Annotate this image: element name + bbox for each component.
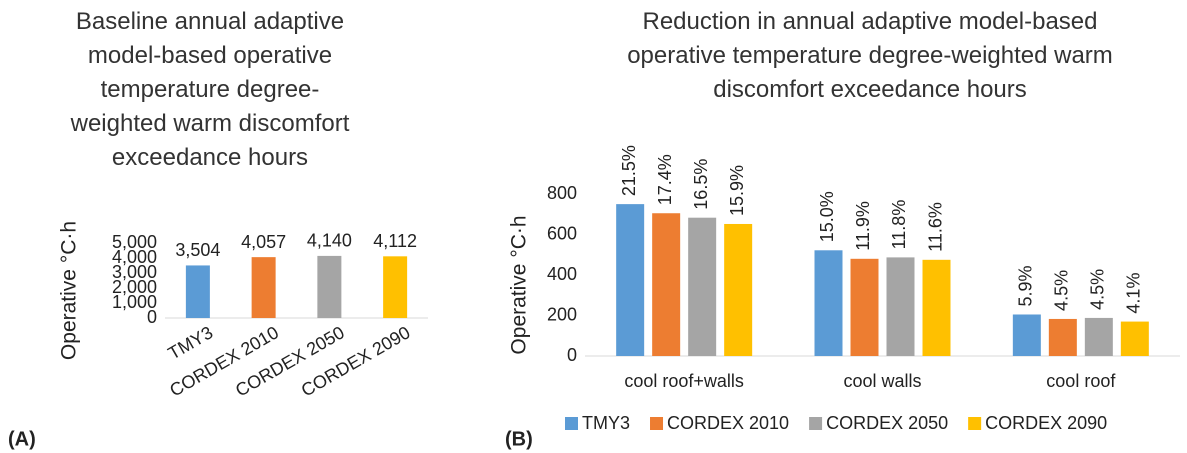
bar <box>850 258 879 356</box>
x-tick-label: CORDEX 2090 <box>298 322 414 400</box>
bar <box>1048 318 1077 356</box>
bar <box>922 259 951 356</box>
legend-swatch <box>809 417 823 430</box>
bar <box>616 204 645 356</box>
y-tick-label: 0 <box>147 307 157 327</box>
x-tick-label: TMY3 <box>165 322 217 363</box>
y-tick-label: 0 <box>567 345 577 365</box>
y-tick-label: 2,000 <box>112 277 157 297</box>
y-tick-label: 200 <box>547 304 577 324</box>
value-label: 5.9% <box>1016 265 1036 306</box>
value-label: 4,057 <box>241 232 286 252</box>
x-tick-label: cool walls <box>843 371 921 391</box>
value-label: 3,504 <box>175 240 220 260</box>
panel-label: (B) <box>505 428 533 450</box>
y-axis-label: Operative °C·h <box>508 215 531 354</box>
y-tick-label: 5,000 <box>112 232 157 252</box>
bar <box>251 257 276 318</box>
bar <box>383 256 408 318</box>
y-tick-label: 400 <box>547 264 577 284</box>
x-tick-label: cool roof+walls <box>624 371 744 391</box>
y-tick-label: 3,000 <box>112 262 157 282</box>
value-label: 4.5% <box>1088 269 1108 310</box>
bar <box>814 250 843 356</box>
bar <box>185 265 210 318</box>
value-label: 11.9% <box>853 201 873 251</box>
bar <box>652 213 681 356</box>
y-axis-label: Operative °C·h <box>58 221 81 360</box>
legend-swatch <box>650 417 664 430</box>
value-label: 16.5% <box>691 159 711 210</box>
x-tick-label: cool roof <box>1046 371 1116 391</box>
x-tick-label: CORDEX 2010 <box>166 322 282 400</box>
x-tick-label: CORDEX 2050 <box>232 322 348 400</box>
legend-swatch <box>565 417 578 430</box>
bar <box>317 255 342 318</box>
y-tick-label: 600 <box>547 223 577 243</box>
value-label: 4.1% <box>1124 273 1144 314</box>
y-tick-label: 1,000 <box>112 292 157 312</box>
bar <box>1012 314 1041 356</box>
chart-title: Baseline annual adaptive model-based ope… <box>70 8 350 171</box>
legend-swatch <box>968 417 982 430</box>
value-label: 4.5% <box>1052 270 1072 311</box>
bar <box>886 257 915 356</box>
value-label: 17.4% <box>655 154 675 205</box>
legend-label: CORDEX 2010 <box>667 413 789 433</box>
bar <box>724 223 753 356</box>
value-label: 11.6% <box>925 202 945 252</box>
legend-label: CORDEX 2090 <box>985 413 1107 433</box>
panel-label: (A) <box>8 428 36 450</box>
bar <box>1084 317 1113 356</box>
legend-label: TMY3 <box>582 413 630 433</box>
value-label: 15.9% <box>727 165 747 216</box>
value-label: 4,140 <box>307 231 352 251</box>
chart-title: Reduction in annual adaptive model-based… <box>627 8 1113 103</box>
bar <box>688 217 717 356</box>
bar <box>1120 321 1149 356</box>
value-label: 11.8% <box>889 200 909 250</box>
value-label: 15.0% <box>817 191 837 242</box>
legend-label: CORDEX 2050 <box>826 413 948 433</box>
y-tick-label: 4,000 <box>112 247 157 267</box>
value-label: 21.5% <box>619 145 639 196</box>
value-label: 4,112 <box>373 231 417 251</box>
y-tick-label: 800 <box>547 183 577 203</box>
